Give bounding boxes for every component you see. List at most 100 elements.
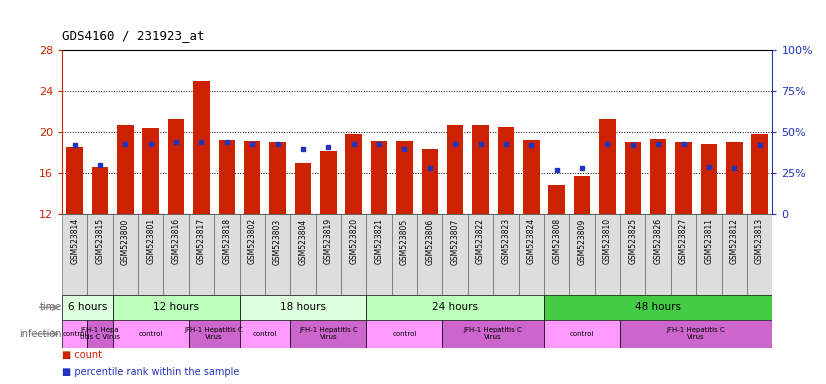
Bar bbox=[244, 141, 260, 214]
Bar bbox=[320, 151, 336, 214]
Text: GSM523812: GSM523812 bbox=[729, 218, 738, 264]
Text: 24 hours: 24 hours bbox=[432, 302, 478, 312]
Text: 18 hours: 18 hours bbox=[280, 302, 326, 312]
Bar bbox=[92, 167, 108, 214]
Text: GSM523805: GSM523805 bbox=[400, 218, 409, 265]
FancyBboxPatch shape bbox=[112, 320, 189, 348]
Bar bbox=[498, 127, 514, 214]
FancyBboxPatch shape bbox=[569, 214, 595, 295]
Text: GSM523803: GSM523803 bbox=[273, 218, 282, 265]
FancyBboxPatch shape bbox=[240, 295, 367, 320]
Text: GSM523815: GSM523815 bbox=[96, 218, 105, 264]
Bar bbox=[143, 128, 159, 214]
Text: GSM523818: GSM523818 bbox=[222, 218, 231, 264]
Text: 12 hours: 12 hours bbox=[153, 302, 199, 312]
FancyBboxPatch shape bbox=[747, 214, 772, 295]
Bar bbox=[548, 185, 565, 214]
FancyBboxPatch shape bbox=[214, 214, 240, 295]
Text: GSM523827: GSM523827 bbox=[679, 218, 688, 264]
FancyBboxPatch shape bbox=[392, 214, 417, 295]
Text: GDS4160 / 231923_at: GDS4160 / 231923_at bbox=[62, 29, 205, 42]
FancyBboxPatch shape bbox=[62, 214, 88, 295]
FancyBboxPatch shape bbox=[62, 320, 88, 348]
FancyBboxPatch shape bbox=[468, 214, 493, 295]
Bar bbox=[752, 134, 768, 214]
FancyBboxPatch shape bbox=[443, 214, 468, 295]
Text: GSM523814: GSM523814 bbox=[70, 218, 79, 264]
Bar bbox=[117, 125, 134, 214]
FancyBboxPatch shape bbox=[544, 295, 772, 320]
FancyBboxPatch shape bbox=[316, 214, 341, 295]
FancyBboxPatch shape bbox=[696, 214, 722, 295]
Bar bbox=[599, 119, 615, 214]
Bar bbox=[523, 140, 539, 214]
Bar bbox=[447, 125, 463, 214]
Bar bbox=[396, 141, 413, 214]
FancyBboxPatch shape bbox=[595, 214, 620, 295]
Text: 6 hours: 6 hours bbox=[68, 302, 107, 312]
Text: GSM523821: GSM523821 bbox=[374, 218, 383, 264]
Bar bbox=[726, 142, 743, 214]
Text: GSM523823: GSM523823 bbox=[501, 218, 510, 264]
Bar bbox=[574, 176, 591, 214]
FancyBboxPatch shape bbox=[112, 295, 240, 320]
FancyBboxPatch shape bbox=[88, 320, 112, 348]
FancyBboxPatch shape bbox=[443, 320, 544, 348]
Text: GSM523820: GSM523820 bbox=[349, 218, 358, 264]
Text: GSM523817: GSM523817 bbox=[197, 218, 206, 264]
Bar bbox=[650, 139, 667, 214]
Text: JFH-1 Hepatitis C
Virus: JFH-1 Hepatitis C Virus bbox=[299, 327, 358, 340]
Text: GSM523826: GSM523826 bbox=[653, 218, 662, 264]
Text: 48 hours: 48 hours bbox=[635, 302, 681, 312]
Bar bbox=[219, 140, 235, 214]
FancyBboxPatch shape bbox=[519, 214, 544, 295]
FancyBboxPatch shape bbox=[138, 214, 164, 295]
Text: ■ count: ■ count bbox=[62, 350, 102, 360]
Bar bbox=[345, 134, 362, 214]
FancyBboxPatch shape bbox=[62, 295, 112, 320]
Text: GSM523809: GSM523809 bbox=[577, 218, 586, 265]
Bar bbox=[193, 81, 210, 214]
Bar bbox=[295, 163, 311, 214]
Bar bbox=[371, 141, 387, 214]
Text: GSM523822: GSM523822 bbox=[476, 218, 485, 264]
Text: GSM523810: GSM523810 bbox=[603, 218, 612, 264]
FancyBboxPatch shape bbox=[367, 320, 443, 348]
Text: time: time bbox=[40, 302, 62, 312]
Text: GSM523819: GSM523819 bbox=[324, 218, 333, 264]
Bar bbox=[676, 142, 691, 214]
Text: ■ percentile rank within the sample: ■ percentile rank within the sample bbox=[62, 367, 240, 377]
FancyBboxPatch shape bbox=[290, 320, 367, 348]
Text: GSM523825: GSM523825 bbox=[629, 218, 638, 264]
FancyBboxPatch shape bbox=[240, 214, 265, 295]
FancyBboxPatch shape bbox=[189, 214, 214, 295]
Text: GSM523802: GSM523802 bbox=[248, 218, 257, 264]
FancyBboxPatch shape bbox=[240, 320, 290, 348]
FancyBboxPatch shape bbox=[265, 214, 290, 295]
Text: control: control bbox=[63, 331, 87, 337]
Text: GSM523804: GSM523804 bbox=[298, 218, 307, 265]
FancyBboxPatch shape bbox=[645, 214, 671, 295]
Bar bbox=[421, 149, 438, 214]
Text: GSM523807: GSM523807 bbox=[451, 218, 460, 265]
Bar bbox=[66, 147, 83, 214]
FancyBboxPatch shape bbox=[493, 214, 519, 295]
Text: JFH-1 Hepatitis C
Virus: JFH-1 Hepatitis C Virus bbox=[185, 327, 244, 340]
Bar bbox=[472, 125, 489, 214]
Text: GSM523808: GSM523808 bbox=[552, 218, 561, 264]
FancyBboxPatch shape bbox=[722, 214, 747, 295]
Text: control: control bbox=[570, 331, 594, 337]
Text: GSM523824: GSM523824 bbox=[527, 218, 536, 264]
Text: control: control bbox=[253, 331, 277, 337]
Text: control: control bbox=[139, 331, 163, 337]
FancyBboxPatch shape bbox=[341, 214, 367, 295]
FancyBboxPatch shape bbox=[367, 295, 544, 320]
FancyBboxPatch shape bbox=[544, 320, 620, 348]
Bar bbox=[168, 119, 184, 214]
Text: GSM523800: GSM523800 bbox=[121, 218, 130, 265]
Text: JFH-1 Hepatitis C
Virus: JFH-1 Hepatitis C Virus bbox=[464, 327, 523, 340]
FancyBboxPatch shape bbox=[88, 214, 112, 295]
FancyBboxPatch shape bbox=[189, 320, 240, 348]
Text: GSM523811: GSM523811 bbox=[705, 218, 714, 264]
FancyBboxPatch shape bbox=[620, 214, 645, 295]
